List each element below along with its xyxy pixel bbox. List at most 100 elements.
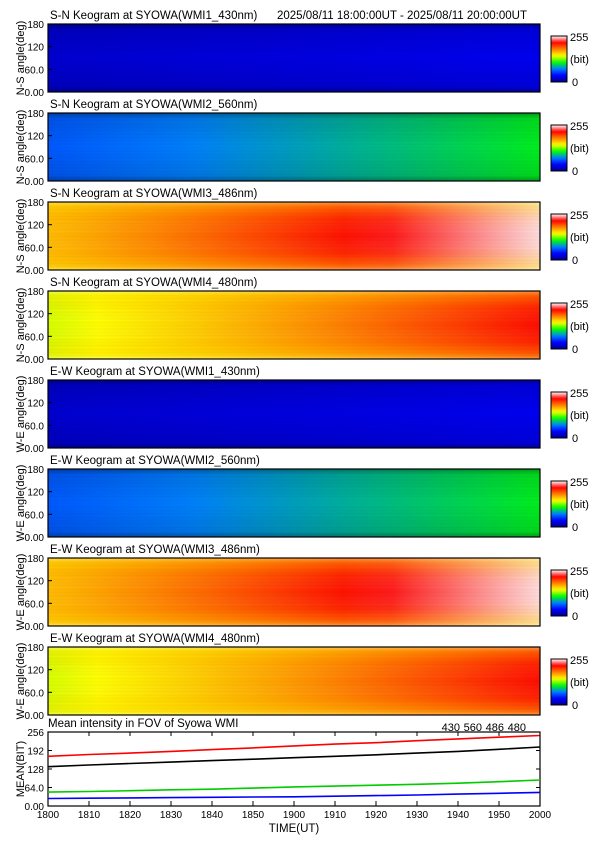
- y-tick-label: 192: [27, 747, 44, 758]
- keogram-frame: [47, 646, 541, 716]
- keogram-shading: [48, 291, 540, 359]
- x-tick-label: 1950: [488, 810, 511, 821]
- keogram-title: E-W Keogram at SYOWA(WMI1_430nm): [50, 366, 260, 378]
- y-tick-label: 120: [27, 666, 44, 677]
- keogram-frame: [47, 112, 541, 182]
- y-tick-label: 0.00: [25, 88, 45, 99]
- mean-intensity-plot: Mean intensity in FOV of Syowa WMI 256 19…: [15, 718, 552, 835]
- legend-560: 560: [464, 722, 482, 734]
- y-axis-label: W-E angle(deg): [15, 376, 27, 453]
- y-tick-label: 180: [27, 198, 44, 209]
- keogram-shading: [48, 202, 540, 270]
- keogram-title: E-W Keogram at SYOWA(WMI3_486nm): [50, 544, 260, 556]
- keogram-panel: S-N Keogram at SYOWA(WMI1_430nm) 180 120 60…: [15, 10, 589, 99]
- colorbar-min-label: 0: [572, 344, 578, 356]
- series-line-486: [47, 734, 541, 758]
- colorbar-min-label: 0: [572, 166, 578, 178]
- y-tick-label: 180: [27, 554, 44, 565]
- y-tick-label: 0.00: [25, 177, 45, 188]
- y-tick-label: 180: [27, 109, 44, 120]
- colorbar-max-label: 255: [570, 299, 588, 311]
- y-axis-label: N-S angle(deg): [15, 288, 27, 363]
- colorbar-min-label: 0: [572, 611, 578, 623]
- keogram-panel: E-W Keogram at SYOWA(WMI2_560nm) 180 120 60…: [15, 455, 589, 544]
- x-tick-label: 1910: [324, 810, 347, 821]
- colorbar-min-label: 0: [572, 700, 578, 712]
- mean-plot-ylabel: MEAN(BIT): [15, 741, 27, 797]
- keogram-title: S-N Keogram at SYOWA(WMI1_430nm): [50, 10, 257, 22]
- x-tick-label: 1920: [365, 810, 388, 821]
- colorbar-unit-label: (bit): [570, 588, 589, 600]
- series-line-560: [47, 779, 541, 793]
- keogram-frame: [47, 379, 541, 449]
- keogram-panel: E-W Keogram at SYOWA(WMI3_486nm) 180 120 60…: [15, 544, 589, 633]
- y-tick-label: 128: [27, 765, 44, 776]
- keogram-title: E-W Keogram at SYOWA(WMI4_480nm): [50, 633, 260, 645]
- series-line-480: [47, 746, 541, 768]
- mean-plot-xlabel: TIME(UT): [269, 823, 320, 835]
- keogram-frame: [47, 23, 541, 93]
- y-tick-label: 0.00: [25, 266, 45, 277]
- y-tick-label: 0.00: [25, 711, 45, 722]
- colorbar-unit-label: (bit): [570, 54, 589, 66]
- keogram-shading: [48, 113, 540, 181]
- keogram-shading: [48, 558, 540, 626]
- keogram-frame: [47, 468, 541, 538]
- colorbar-unit-label: (bit): [570, 677, 589, 689]
- x-tick-label: 1930: [406, 810, 429, 821]
- mean-plot-frame: [47, 731, 541, 807]
- y-tick-label: 0.00: [25, 622, 45, 633]
- y-tick-label: 120: [27, 43, 44, 54]
- mean-plot-title: Mean intensity in FOV of Syowa WMI: [48, 718, 238, 730]
- y-tick-label: 60.0: [25, 599, 45, 610]
- colorbar-unit-label: (bit): [570, 232, 589, 244]
- colorbar-max-label: 255: [570, 566, 588, 578]
- y-tick-label: 60.0: [25, 332, 45, 343]
- y-tick-label: 180: [27, 287, 44, 298]
- keogram-shading: [48, 469, 540, 537]
- y-tick-label: 120: [27, 577, 44, 588]
- keogram-title: S-N Keogram at SYOWA(WMI4_480nm): [50, 277, 257, 289]
- keogram-shading: [48, 647, 540, 715]
- colorbar: [550, 391, 568, 439]
- colorbar-min-label: 0: [572, 522, 578, 534]
- x-tick-label: 1810: [78, 810, 101, 821]
- y-tick-label: 120: [27, 310, 44, 321]
- series-line-430: [47, 791, 541, 800]
- colorbar: [550, 569, 568, 617]
- keogram-title: S-N Keogram at SYOWA(WMI3_486nm): [50, 188, 257, 200]
- y-tick-label: 180: [27, 643, 44, 654]
- keogram-frame: [47, 290, 541, 360]
- y-axis-label: N-S angle(deg): [15, 110, 27, 185]
- y-axis-label: N-S angle(deg): [15, 199, 27, 274]
- colorbar: [550, 124, 568, 172]
- keogram-panel: S-N Keogram at SYOWA(WMI3_486nm) 180 120 60…: [15, 188, 589, 277]
- colorbar-max-label: 255: [570, 121, 588, 133]
- keogram-panel: S-N Keogram at SYOWA(WMI4_480nm) 180 120 60…: [15, 277, 589, 366]
- x-tick-label: 2000: [529, 810, 552, 821]
- y-axis-label: W-E angle(deg): [15, 643, 27, 720]
- y-axis-label: W-E angle(deg): [15, 554, 27, 631]
- y-tick-label: 120: [27, 399, 44, 410]
- colorbar-max-label: 255: [570, 655, 588, 667]
- y-tick-label: 60.0: [25, 688, 45, 699]
- x-tick-label: 1840: [201, 810, 224, 821]
- y-tick-label: 60.0: [25, 510, 45, 521]
- legend-480: 480: [508, 722, 526, 734]
- colorbar-unit-label: (bit): [570, 499, 589, 511]
- keogram-panel: E-W Keogram at SYOWA(WMI1_430nm) 180 120 60…: [15, 366, 589, 455]
- colorbar-max-label: 255: [570, 388, 588, 400]
- keogram-shading: [48, 380, 540, 448]
- keogram-title: E-W Keogram at SYOWA(WMI2_560nm): [50, 455, 260, 467]
- colorbar: [550, 213, 568, 261]
- y-tick-label: 0.00: [25, 533, 45, 544]
- y-tick-label: 60.0: [25, 154, 45, 165]
- y-tick-label: 120: [27, 132, 44, 143]
- colorbar: [550, 302, 568, 350]
- keogram-frame: [47, 557, 541, 627]
- colorbar-max-label: 255: [570, 32, 588, 44]
- y-tick-label: 60.0: [25, 421, 45, 432]
- colorbar-min-label: 0: [572, 433, 578, 445]
- keogram-panel: E-W Keogram at SYOWA(WMI4_480nm) 180 120 60…: [15, 633, 589, 722]
